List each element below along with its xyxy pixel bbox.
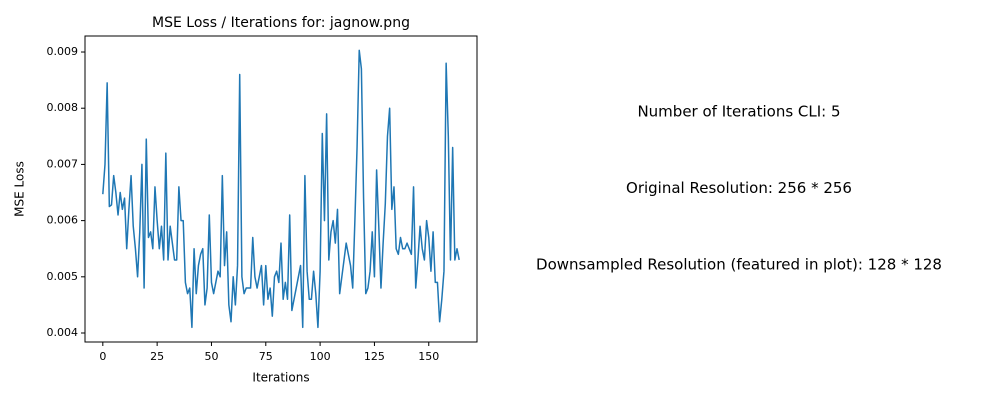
plot-frame (84, 35, 478, 343)
x-tick-label: 50 (204, 350, 218, 363)
x-tick-label: 125 (364, 350, 385, 363)
x-tick-label: 0 (99, 350, 106, 363)
loss-line (102, 49, 460, 329)
annotation: Downsampled Resolution (featured in plot… (536, 256, 942, 274)
y-axis-label: MSE Loss (13, 161, 27, 217)
y-tick-label: 0.006 (47, 214, 79, 227)
x-axis-label: Iterations (252, 371, 309, 385)
x-tick-label: 75 (259, 350, 273, 363)
y-tick-label: 0.009 (47, 45, 79, 58)
y-tick-label: 0.005 (47, 270, 79, 283)
x-tick-label: 25 (150, 350, 164, 363)
x-tick-label: 150 (418, 350, 439, 363)
y-tick-label: 0.008 (47, 101, 79, 114)
y-tick-label: 0.004 (47, 326, 79, 339)
x-tick-label: 100 (310, 350, 331, 363)
annotation: Number of Iterations CLI: 5 (637, 103, 840, 121)
y-tick-label: 0.007 (47, 157, 79, 170)
chart-title: MSE Loss / Iterations for: jagnow.png (152, 15, 410, 31)
annotation: Original Resolution: 256 * 256 (626, 179, 852, 197)
